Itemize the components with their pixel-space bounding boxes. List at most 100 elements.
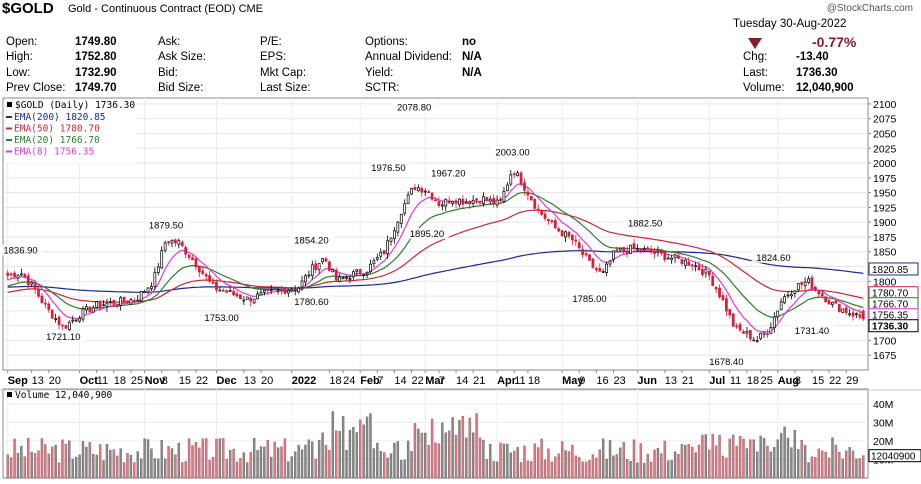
candle-body bbox=[30, 281, 34, 285]
candle-body bbox=[16, 274, 20, 279]
volume-bar bbox=[160, 440, 163, 479]
candle-body bbox=[482, 196, 485, 204]
candle-body bbox=[345, 276, 348, 279]
candle-body bbox=[687, 261, 691, 266]
volume-bar bbox=[400, 460, 403, 479]
volume-bar bbox=[444, 432, 447, 479]
volume-bar bbox=[85, 446, 88, 479]
candle-body bbox=[13, 272, 16, 278]
volume-bar bbox=[201, 438, 204, 479]
volume-bar bbox=[578, 457, 581, 479]
x-axis-label: Oct bbox=[80, 375, 99, 387]
candle-body bbox=[386, 240, 389, 254]
volume-bar bbox=[502, 443, 506, 479]
volume-bar bbox=[290, 456, 293, 479]
annotation-bg bbox=[199, 312, 244, 324]
price-axis-label: 1950 bbox=[873, 188, 897, 200]
volume-bar bbox=[725, 457, 728, 479]
price-tag-label: 1756.35 bbox=[872, 311, 909, 322]
price-axis-label: 2000 bbox=[873, 158, 897, 170]
candle-body bbox=[820, 293, 824, 296]
candle-body bbox=[728, 309, 732, 316]
x-axis-label: 8 bbox=[795, 375, 801, 387]
quote-label: EPS: bbox=[260, 51, 287, 63]
candle-body bbox=[259, 291, 263, 296]
candle-body bbox=[105, 302, 109, 307]
quote-label: Bid: bbox=[158, 67, 178, 79]
volume-bar bbox=[845, 450, 848, 479]
x-axis-label: Aug bbox=[778, 375, 799, 387]
volume-bar bbox=[485, 459, 489, 479]
quote-label: Low: bbox=[6, 67, 31, 79]
volume-bar bbox=[417, 428, 420, 479]
volume-bar bbox=[536, 447, 540, 479]
volume-bar bbox=[608, 440, 612, 479]
volume-bar bbox=[680, 443, 684, 479]
candle-body bbox=[228, 289, 232, 292]
quote-value: N/A bbox=[462, 67, 482, 79]
quote-value: -13.40 bbox=[796, 51, 829, 63]
volume-bar bbox=[475, 413, 478, 479]
volume-bar bbox=[256, 450, 259, 479]
volume-bar bbox=[783, 426, 786, 479]
candle-body bbox=[348, 278, 352, 280]
volume-bar bbox=[533, 443, 536, 479]
x-axis-label: 15 bbox=[812, 375, 824, 387]
candle-body bbox=[256, 293, 259, 300]
quote-label: Options: bbox=[365, 36, 408, 48]
volume-bar bbox=[109, 449, 112, 479]
candle-body bbox=[273, 288, 277, 291]
candle-body bbox=[417, 187, 420, 192]
volume-bar bbox=[612, 455, 615, 479]
quote-value: no bbox=[462, 36, 477, 48]
candle-body bbox=[211, 281, 215, 284]
candle-body bbox=[382, 250, 386, 255]
candle-body bbox=[334, 269, 338, 281]
price-annotation: 1967.20 bbox=[431, 168, 465, 179]
quote-value: 1752.80 bbox=[75, 51, 117, 63]
volume-bar bbox=[776, 439, 779, 479]
candle-body bbox=[731, 313, 735, 327]
volume-bar bbox=[639, 443, 643, 479]
volume-bar bbox=[554, 456, 557, 479]
candle-body bbox=[98, 301, 102, 308]
candle-body bbox=[187, 254, 191, 258]
volume-bar bbox=[786, 437, 790, 479]
volume-bar bbox=[95, 454, 98, 479]
price-axis-label: 1875 bbox=[873, 232, 897, 244]
volume-bar bbox=[598, 449, 601, 479]
x-axis-label: 11 bbox=[97, 375, 108, 387]
candle-body bbox=[707, 270, 711, 276]
price-tag-label: 1820.85 bbox=[872, 265, 909, 276]
candle-body bbox=[20, 273, 23, 276]
volume-bar bbox=[437, 443, 441, 479]
volume-bar bbox=[27, 438, 30, 479]
volume-bar bbox=[362, 424, 365, 479]
volume-bar bbox=[16, 453, 20, 479]
volume-bar bbox=[636, 462, 639, 479]
x-axis-label: 15 bbox=[179, 375, 191, 387]
candle-body bbox=[533, 198, 537, 209]
volume-bar bbox=[252, 438, 256, 479]
x-axis-label: 22 bbox=[196, 375, 208, 387]
x-axis-label: 20 bbox=[49, 375, 61, 387]
volume-bar bbox=[632, 439, 636, 479]
volume-bar bbox=[759, 435, 762, 479]
candle-body bbox=[276, 289, 280, 292]
candle-body bbox=[245, 296, 249, 300]
volume-bar bbox=[30, 451, 33, 479]
volume-bar bbox=[98, 444, 102, 479]
candle-body bbox=[85, 306, 88, 311]
watermark: @StockCharts.com bbox=[826, 3, 913, 14]
x-axis-label: 7 bbox=[377, 375, 383, 387]
volume-bar bbox=[218, 438, 222, 479]
x-axis-label: 21 bbox=[473, 375, 485, 387]
candle-body bbox=[369, 263, 372, 272]
candle-body bbox=[813, 286, 817, 290]
volume-bar bbox=[834, 444, 838, 479]
candle-body bbox=[475, 198, 478, 201]
legend-item: EMA(20) 1766.70 bbox=[14, 135, 100, 146]
candle-body bbox=[492, 197, 496, 205]
candle-body bbox=[393, 230, 396, 240]
legend-marker bbox=[7, 102, 12, 107]
